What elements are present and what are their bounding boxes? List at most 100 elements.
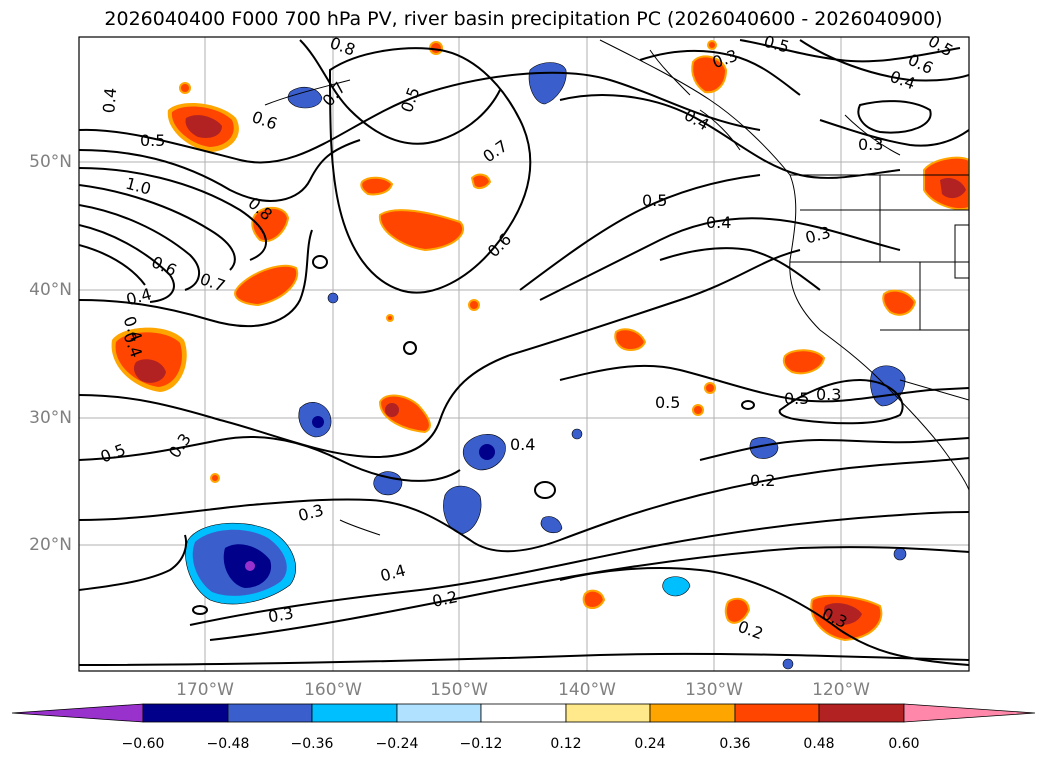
lon-label: 160°W bbox=[304, 680, 362, 700]
contour-label: 0.6 bbox=[249, 107, 279, 134]
negative-pc-blob bbox=[287, 86, 323, 109]
contour-label: 0.4 bbox=[99, 87, 120, 114]
pv-contours bbox=[79, 39, 969, 666]
positive-pc-blob bbox=[234, 264, 299, 307]
contour-label: 0.5 bbox=[140, 131, 165, 150]
positive-pc-blob bbox=[704, 382, 716, 394]
colorbar-tick-label: 0.36 bbox=[719, 736, 751, 752]
contour-label: 0.2 bbox=[430, 587, 459, 611]
positive-pc-blob bbox=[386, 314, 394, 322]
positive-pc-blob bbox=[385, 403, 399, 417]
colorbar-tick-label: −0.60 bbox=[121, 736, 165, 752]
positive-pc-blob bbox=[133, 359, 166, 383]
colorbar-segment bbox=[227, 703, 313, 723]
contour-label: 0.2 bbox=[750, 471, 775, 490]
colorbar bbox=[11, 703, 1036, 723]
precip-shading bbox=[111, 40, 969, 670]
map-title: 2026040400 F000 700 hPa PV, river basin … bbox=[104, 8, 943, 30]
negative-pc-blob bbox=[373, 471, 403, 496]
negative-pc-blob bbox=[540, 516, 563, 534]
contour-label: 0.5 bbox=[655, 393, 680, 412]
lat-label: 30°N bbox=[29, 408, 72, 428]
positive-pc-blob bbox=[470, 173, 492, 190]
negative-pc-blob bbox=[312, 416, 324, 428]
map-frame bbox=[78, 36, 970, 672]
coastline-shape bbox=[264, 39, 969, 536]
colorbar-tick-label: −0.36 bbox=[290, 736, 334, 752]
positive-pc-blob bbox=[582, 589, 606, 609]
contour-label: 0.3 bbox=[803, 223, 833, 248]
colorbar-segment bbox=[734, 703, 820, 723]
lon-label: 130°W bbox=[685, 680, 743, 700]
contour-label: 0.5 bbox=[784, 389, 809, 408]
positive-pc-blob bbox=[179, 82, 191, 94]
lat-label: 40°N bbox=[29, 280, 72, 300]
colorbar-segment bbox=[142, 703, 229, 723]
colorbar-tick-label: 0.48 bbox=[803, 736, 835, 752]
lat-label: 20°N bbox=[29, 535, 72, 555]
contour-label: 0.5 bbox=[98, 440, 128, 467]
colorbar-tick-label: −0.48 bbox=[206, 736, 250, 752]
positive-pc-blob bbox=[468, 299, 480, 311]
contour-label: 0.3 bbox=[267, 603, 295, 626]
positive-pc-blob bbox=[378, 209, 465, 252]
positive-pc-blob bbox=[360, 176, 394, 196]
positive-pc-blob bbox=[782, 349, 826, 375]
colorbar-tick-label: 0.60 bbox=[888, 736, 920, 752]
contour-label: 0.5 bbox=[397, 85, 424, 115]
contour-label: 0.4 bbox=[510, 435, 535, 454]
colorbar-extend-left bbox=[11, 703, 144, 723]
positive-pc-blob bbox=[210, 473, 220, 483]
contour-label: 0.4 bbox=[378, 561, 408, 586]
lon-label: 120°W bbox=[812, 680, 870, 700]
positive-pc-blob bbox=[882, 289, 917, 316]
colorbar-segment bbox=[649, 703, 736, 723]
negative-pc-blob bbox=[571, 428, 583, 440]
colorbar-tick-label: 0.24 bbox=[634, 736, 666, 752]
lon-label: 140°W bbox=[558, 680, 616, 700]
contour-label: 0.6 bbox=[484, 230, 515, 261]
contour-label: 0.6 bbox=[149, 252, 180, 280]
colorbar-segment bbox=[396, 703, 482, 723]
contour-label: 0.3 bbox=[296, 500, 326, 525]
colorbar-segment bbox=[818, 703, 905, 723]
negative-pc-blob bbox=[443, 485, 482, 535]
negative-pc-blob bbox=[749, 437, 779, 459]
positive-pc-blob bbox=[707, 40, 717, 50]
positive-pc-blob bbox=[185, 115, 222, 138]
gridlines bbox=[79, 37, 969, 671]
contour-label: 0.4 bbox=[706, 213, 731, 232]
positive-pc-blob bbox=[724, 597, 751, 624]
negative-pc-blob bbox=[479, 444, 495, 460]
contour-label: 0.2 bbox=[735, 617, 765, 644]
lon-label: 150°W bbox=[430, 680, 488, 700]
colorbar-tick-label: −0.12 bbox=[459, 736, 503, 752]
contour-label: 0.5 bbox=[642, 191, 667, 210]
colorbar-segment bbox=[565, 703, 651, 723]
contour-label: 0.3 bbox=[816, 385, 841, 404]
negative-pc-blob bbox=[893, 547, 907, 561]
negative-pc-blob bbox=[782, 658, 794, 670]
contour-label: 0.5 bbox=[762, 32, 792, 57]
contour-label: 0.3 bbox=[165, 430, 195, 462]
negative-pc-blob bbox=[528, 62, 567, 105]
lon-label: 170°W bbox=[176, 680, 234, 700]
positive-pc-blob bbox=[940, 178, 966, 199]
positive-pc-blob bbox=[692, 404, 704, 416]
positive-pc-blob bbox=[823, 603, 862, 625]
positive-pc-blob bbox=[691, 55, 728, 94]
colorbar-segment bbox=[480, 703, 567, 723]
colorbar-extend-right bbox=[903, 703, 1036, 723]
positive-pc-blob bbox=[251, 206, 290, 243]
contour-label: 0.5 bbox=[925, 31, 957, 60]
negative-pc-blob bbox=[662, 576, 691, 597]
colorbar-segment bbox=[311, 703, 398, 723]
negative-pc-blob bbox=[327, 292, 339, 304]
contour-label: 0.3 bbox=[858, 135, 883, 154]
positive-pc-blob bbox=[614, 328, 647, 351]
negative-pc-blob bbox=[245, 561, 255, 571]
colorbar-tick-label: 0.12 bbox=[550, 736, 582, 752]
lat-label: 50°N bbox=[29, 152, 72, 172]
colorbar-tick-label: −0.24 bbox=[375, 736, 419, 752]
